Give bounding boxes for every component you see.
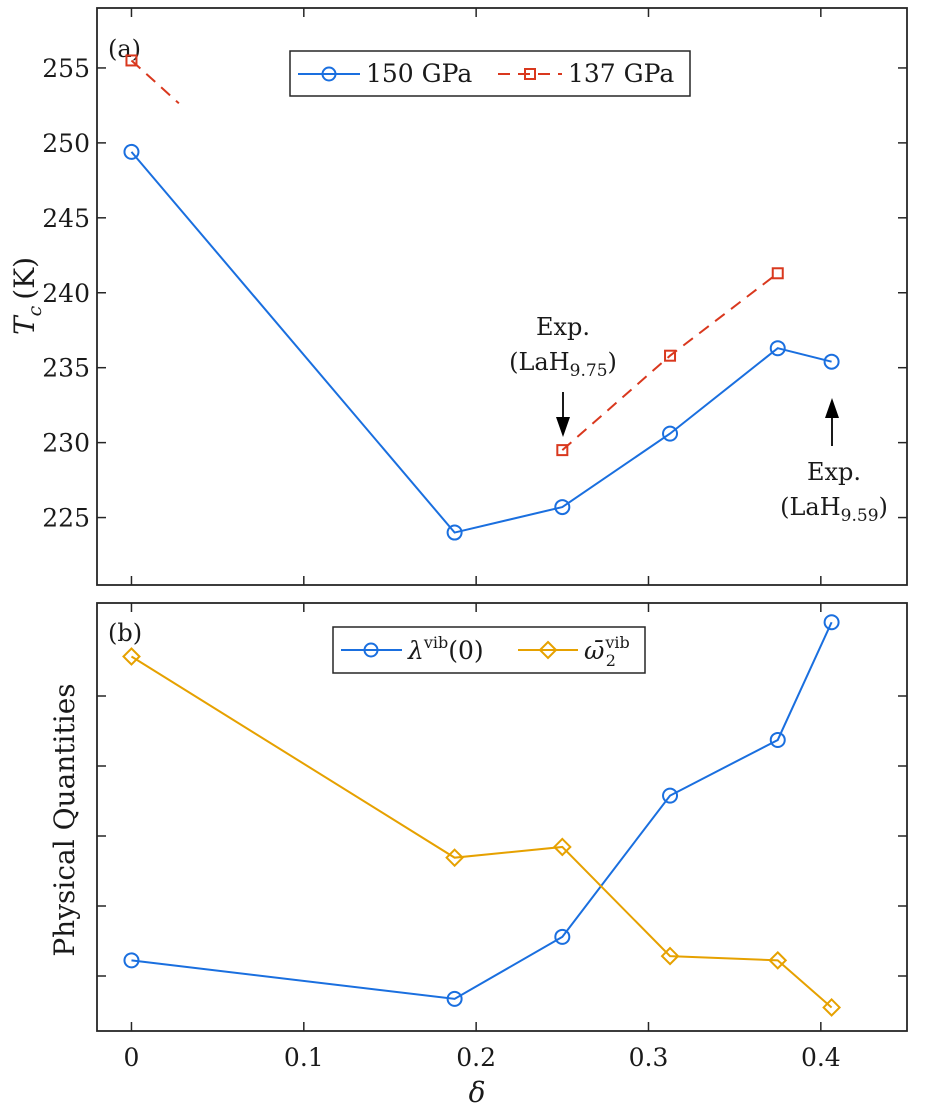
legend-137gpa-marker: [524, 68, 536, 80]
data-point-lambda: [662, 787, 679, 804]
annotation-exp-lah975: Exp. (LaH9.75): [509, 313, 617, 437]
data-point-omega: [660, 946, 680, 966]
annotation-arrow-down-head: [556, 417, 570, 437]
data-point-150gpa: [662, 425, 679, 442]
y-tick-label: 235: [42, 354, 90, 383]
legend-137gpa-label: 137 GPa: [568, 59, 674, 88]
x-tick-label: 0.1: [284, 1043, 324, 1072]
series-omega-line: [130, 655, 833, 1009]
data-point-omega: [768, 950, 788, 970]
x-tick-label: 0: [124, 1043, 140, 1072]
data-point-lambda: [769, 731, 786, 748]
series-137gpa-line: [561, 272, 779, 451]
annotation-exp-lah959: Exp. (LaH9.59): [780, 398, 888, 526]
svg-text:Tc(K): Tc (K): [8, 257, 46, 335]
data-point-150gpa: [446, 524, 463, 541]
panel-b: (b) 0 0.1 0.2 0.3 0.4 Physical Quantities δ …: [48, 602, 908, 1109]
legend-b: λvib(0) ω̄vib 2: [332, 626, 646, 674]
y-tick-label: 225: [42, 504, 90, 533]
x-tick-label: 0.2: [456, 1043, 496, 1072]
panel-a-series: [123, 54, 840, 541]
legend-omega-label: ω̄vib 2: [584, 633, 630, 670]
data-point-omega: [122, 647, 141, 666]
data-point-150gpa: [823, 353, 840, 370]
panel-b-ylabel: Physical Quantities: [48, 683, 81, 956]
x-axis-label: δ: [469, 1076, 486, 1109]
panel-a-ylabel: Tc (K): [8, 257, 46, 335]
data-point-lambda: [554, 928, 571, 945]
data-point-150gpa: [123, 143, 140, 160]
series-150gpa-line: [130, 151, 832, 534]
series-lambda-line: [131, 621, 833, 1000]
legend-a: 150 GPa 137 GPa: [289, 50, 691, 97]
y-tick-label: 230: [42, 429, 90, 458]
data-point-137gpa: [771, 267, 784, 280]
data-point-lambda: [823, 614, 840, 631]
legend-omega-marker: [538, 640, 558, 660]
data-point-omega: [822, 998, 842, 1017]
series-137gpa-stub: [130, 59, 180, 105]
x-tick-label: 0.3: [629, 1043, 669, 1072]
panel-b-label: (b): [108, 619, 142, 647]
annotation-arrow-up-head: [825, 398, 839, 418]
data-point-150gpa: [769, 340, 786, 357]
legend-lambda-marker: [363, 642, 379, 658]
y-tick-label: 255: [42, 54, 90, 83]
panel-b-xticks: 0 0.1 0.2 0.3 0.4: [124, 603, 841, 1072]
legend-lambda-label: λvib(0): [407, 633, 484, 665]
y-tick-label: 245: [42, 204, 90, 233]
annotation-compound-label: (LaH9.75): [509, 348, 617, 381]
legend-150gpa-label: 150 GPa: [366, 59, 472, 88]
data-point-lambda: [123, 952, 140, 969]
y-tick-label: 250: [42, 129, 90, 158]
data-point-137gpa: [664, 349, 677, 362]
data-point-omega: [445, 848, 465, 868]
svg-text:Physical Quantities: Physical Quantities: [48, 683, 81, 956]
annotation-exp-label: Exp.: [536, 313, 590, 341]
data-point-omega: [552, 837, 572, 857]
x-tick-label: 0.4: [801, 1043, 841, 1072]
data-point-lambda: [446, 990, 463, 1007]
data-point-150gpa: [554, 499, 571, 516]
annotation-compound-label: (LaH9.59): [780, 493, 888, 526]
data-point-137gpa: [556, 444, 569, 457]
panel-a-xticks: [130, 8, 822, 585]
panel-a-frame: [96, 7, 908, 586]
legend-150gpa-marker: [321, 66, 337, 82]
ylabel-unit: (K): [8, 257, 41, 300]
panel-a-yticks: 225 230 235 240 245 250 255: [42, 54, 907, 533]
annotation-exp-label: Exp.: [807, 458, 861, 486]
panel-b-series: [122, 614, 842, 1017]
panel-b-yticks: [97, 695, 907, 977]
ylabel-subscript: c: [24, 305, 46, 316]
panel-b-frame: [96, 602, 908, 1032]
ylabel-symbol: T: [8, 314, 41, 335]
data-point-137gpa: [125, 54, 138, 67]
y-tick-label: 240: [42, 279, 90, 308]
